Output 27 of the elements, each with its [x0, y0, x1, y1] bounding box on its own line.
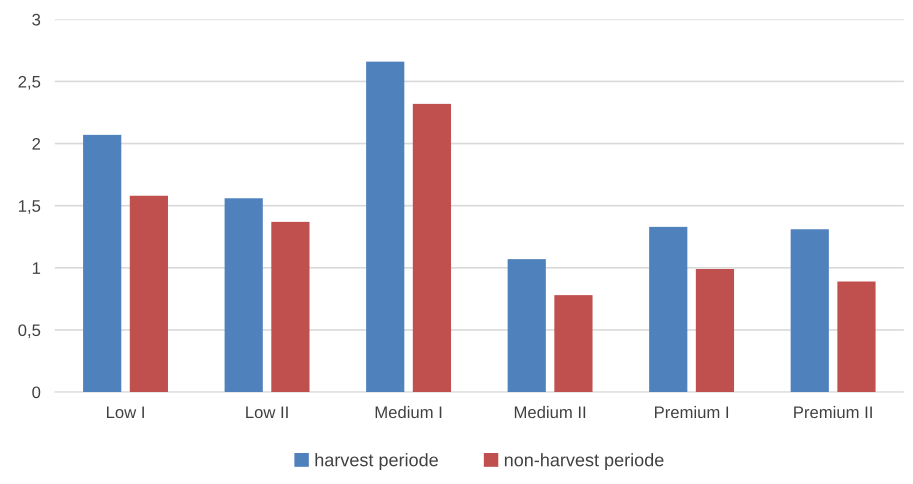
bar [837, 281, 876, 392]
y-tick-label: 1 [32, 262, 40, 274]
y-tick-label: 1,5 [18, 200, 40, 214]
y-tick-label: 2 [32, 138, 40, 150]
bar [696, 269, 734, 392]
x-tick-label: Premium II [794, 406, 872, 418]
y-tick-label: 0 [32, 386, 40, 398]
y-tick-label: 2,5 [18, 76, 40, 90]
bar [130, 196, 168, 392]
legend-label: harvest periode [315, 453, 438, 470]
bar [412, 104, 452, 392]
bar [554, 295, 593, 392]
bar [649, 226, 688, 392]
y-tick-label: 3 [32, 14, 40, 26]
x-tick-label: Medium I [376, 406, 442, 418]
legend-label: non-harvest periode [504, 453, 664, 470]
bar [83, 134, 122, 392]
x-tick-label: Low II [246, 406, 288, 418]
bar [271, 222, 310, 392]
x-tick-label: Low I [106, 406, 144, 418]
bar [224, 198, 263, 392]
y-tick-label: 0,5 [18, 324, 40, 338]
x-tick-label: Medium II [514, 406, 586, 418]
bar [790, 229, 829, 392]
bar [508, 259, 546, 392]
bar [366, 62, 404, 392]
x-tick-label: Premium I [655, 406, 728, 418]
